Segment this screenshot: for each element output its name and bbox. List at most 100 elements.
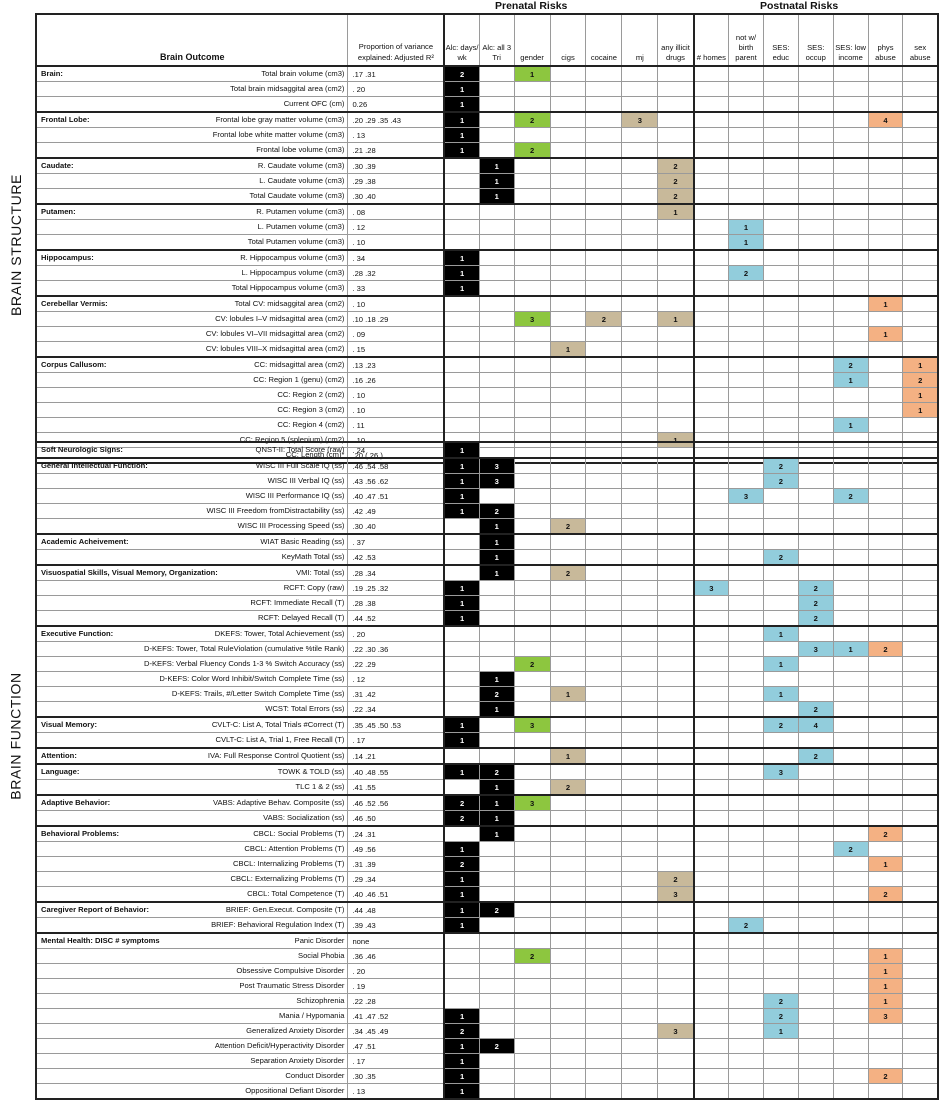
outcome-row: Mental Health: DISC # symptoms Panic Diso… (35, 932, 940, 949)
risk-cell-birth-parent (728, 794, 764, 811)
risk-cell-sex-abuse (902, 441, 940, 459)
risk-cell-ses-occup (797, 473, 834, 489)
risk-cell-phys-abuse (867, 917, 904, 934)
risk-cell-gender (513, 841, 551, 857)
adjusted-r2-cell: .28 .38 (347, 595, 445, 611)
outcome-row: General Intellectual Function: WISC III F… (35, 457, 940, 474)
risk-cell-ses-occup (797, 549, 834, 566)
risk-cell-alc-all-tri (478, 841, 515, 857)
risk-cell-mj (621, 564, 659, 581)
risk-cell-ses-low-income: 2 (832, 841, 869, 857)
risk-cell-gender (513, 356, 551, 373)
risk-cell-alc-days (443, 641, 480, 657)
outcome-measure-label: Oppositional Defiant Disorder (245, 1086, 345, 1095)
outcome-label-cell: CC: Region 2 (cm2) (35, 387, 349, 403)
risk-cell-illicit-drugs (657, 65, 695, 82)
risk-cell-illicit-drugs (657, 326, 695, 342)
risk-cell-alc-all-tri: 2 (478, 503, 515, 519)
risk-cell-birth-parent (728, 311, 764, 327)
risk-cell-homes (692, 856, 730, 872)
risk-cell-cocaine (585, 1023, 623, 1039)
outcome-label-cell: BRIEF: Behavioral Regulation Index (T) (35, 917, 349, 934)
risk-cell-birth-parent (728, 402, 764, 418)
risk-cell-sex-abuse (902, 856, 940, 872)
brain-structure-side-label: BRAIN STRUCTURE (8, 173, 25, 317)
risk-cell-homes (692, 234, 730, 251)
risk-cell-homes (692, 656, 730, 672)
risk-cell-mj: 3 (621, 111, 659, 128)
risk-cell-phys-abuse (867, 901, 904, 918)
risk-cell-sex-abuse (902, 625, 940, 642)
risk-cell-ses-occup (797, 503, 834, 519)
risk-cell-alc-days: 1 (443, 1038, 480, 1054)
risk-cell-illicit-drugs: 3 (657, 1023, 695, 1039)
risk-cell-alc-days (443, 311, 480, 327)
outcome-measure-label: Total Hippocampus volume (cm3) (231, 283, 345, 292)
risk-cell-cocaine (585, 96, 623, 113)
risk-cell-cigs (549, 111, 587, 128)
adjusted-r2-cell: .34 .45 .49 (347, 1023, 445, 1039)
outcome-row: Behavioral Problems: CBCL: Social Problem… (35, 825, 940, 842)
risk-cell-homes (692, 142, 730, 159)
risk-cell-alc-all-tri (478, 127, 515, 143)
risk-cell-illicit-drugs (657, 1083, 695, 1100)
risk-cell-cigs (549, 503, 587, 519)
outcome-group-label: Visual Memory: (41, 720, 97, 729)
outcome-measure-label: Panic Disorder (294, 936, 345, 945)
outcome-row: RCFT: Delayed Recall (T) .44 .52 1 2 (35, 610, 940, 627)
risk-cell-alc-all-tri (478, 280, 515, 297)
risk-cell-cigs (549, 917, 587, 934)
risk-cell-illicit-drugs (657, 111, 695, 128)
risk-cell-ses-low-income (832, 402, 869, 418)
risk-cell-illicit-drugs (657, 963, 695, 979)
risk-cell-alc-all-tri (478, 219, 515, 235)
risk-cell-ses-occup (797, 901, 834, 918)
risk-cell-sex-abuse (902, 457, 940, 474)
risk-cell-birth-parent (728, 948, 764, 964)
outcome-row: CV: lobules I–V midsagittal area (cm2) .1… (35, 311, 940, 327)
risk-cell-cocaine (585, 856, 623, 872)
risk-cell-illicit-drugs (657, 473, 695, 489)
risk-cell-illicit-drugs (657, 641, 695, 657)
outcome-row: Frontal lobe volume (cm3) .21 .28 1 2 (35, 142, 940, 159)
risk-cell-cocaine (585, 488, 623, 504)
risk-cell-alc-days: 1 (443, 249, 480, 266)
risk-cell-illicit-drugs (657, 856, 695, 872)
adjusted-r2-cell: 0.26 (347, 96, 445, 113)
risk-cell-cigs (549, 157, 587, 174)
risk-cell-birth-parent (728, 732, 764, 749)
risk-cell-cigs: 1 (549, 686, 587, 702)
outcome-measure-label: RCFT: Copy (raw) (283, 583, 345, 592)
risk-cell-ses-educ (762, 917, 799, 934)
risk-cell-mj (621, 326, 659, 342)
risk-cell-alc-all-tri (478, 203, 515, 220)
adjusted-r2-cell: .29 .38 (347, 173, 445, 189)
risk-cell-phys-abuse (867, 473, 904, 489)
outcome-measure-label: R. Hippocampus volume (cm3) (240, 253, 345, 262)
adjusted-r2-cell: .14 .21 (347, 747, 445, 765)
risk-cell-alc-days: 2 (443, 810, 480, 827)
risk-cell-sex-abuse (902, 580, 940, 596)
adjusted-r2-cell: none (347, 932, 445, 949)
risk-cell-birth-parent (728, 856, 764, 872)
risk-cell-birth-parent (728, 595, 764, 611)
adjusted-r2-cell: .47 .51 (347, 1038, 445, 1054)
risk-cell-phys-abuse: 2 (867, 825, 904, 842)
risk-cell-gender (513, 1068, 551, 1084)
risk-cell-ses-educ (762, 295, 799, 312)
outcome-measure-label: TLC 1 & 2 (ss) (295, 782, 345, 791)
risk-cell-ses-low-income (832, 810, 869, 827)
risk-cell-gender (513, 963, 551, 979)
risk-cell-birth-parent (728, 1023, 764, 1039)
risk-cell-alc-days (443, 701, 480, 718)
risk-cell-ses-occup (797, 96, 834, 113)
risk-cell-mj (621, 518, 659, 535)
risk-cell-phys-abuse (867, 142, 904, 159)
risk-cell-alc-all-tri (478, 932, 515, 949)
risk-cell-cigs (549, 219, 587, 235)
risk-cell-alc-all-tri (478, 963, 515, 979)
risk-cell-birth-parent (728, 372, 764, 388)
adjusted-r2-cell: .30 .39 (347, 157, 445, 174)
risk-cell-cocaine (585, 871, 623, 887)
adjusted-r2-cell: . 19 (347, 978, 445, 994)
